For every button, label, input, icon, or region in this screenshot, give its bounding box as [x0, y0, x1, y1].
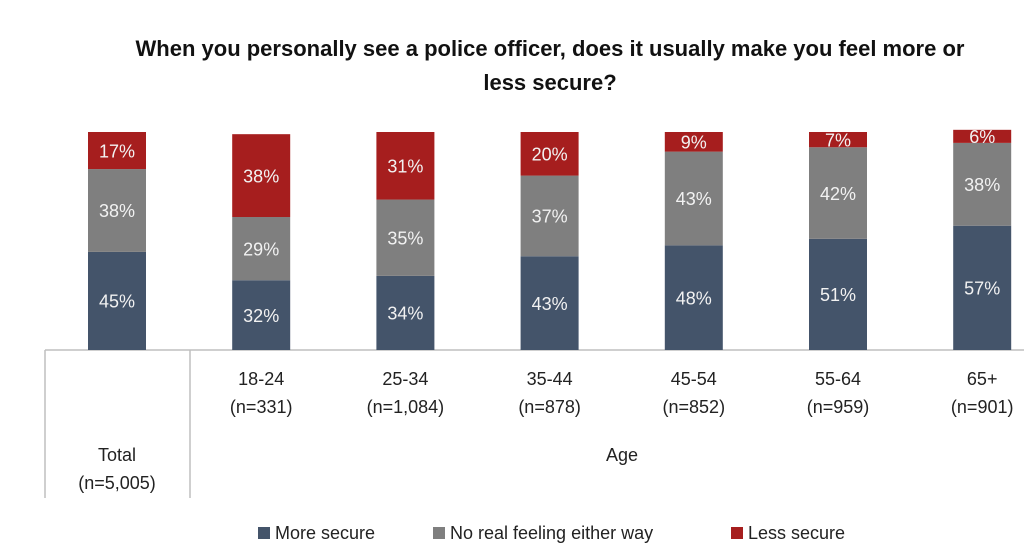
- category-label: 65+: [967, 369, 998, 389]
- data-label: 48%: [676, 288, 712, 308]
- data-label: 7%: [825, 130, 851, 150]
- bar-segment: [88, 251, 146, 350]
- legend-label: More secure: [275, 523, 375, 543]
- bar-segment: [664, 132, 723, 152]
- legend-swatch: [258, 527, 270, 539]
- data-label: 9%: [681, 133, 707, 153]
- data-label: 45%: [99, 292, 135, 312]
- data-label: 43%: [676, 189, 712, 209]
- bar-segment: [232, 280, 291, 350]
- group-label: Age: [606, 445, 638, 465]
- data-label: 38%: [99, 201, 135, 221]
- sample-size-label: (n=852): [663, 397, 726, 417]
- bar-segment: [520, 132, 579, 176]
- bar-segment: [809, 147, 867, 239]
- bar-segment: [809, 132, 867, 148]
- sample-size-label: (n=959): [807, 397, 870, 417]
- legend-label: No real feeling either way: [450, 523, 653, 543]
- sample-size-label: (n=901): [951, 397, 1014, 417]
- bar-segment: [376, 275, 435, 350]
- category-label: 25-34: [382, 369, 428, 389]
- bar-segment: [376, 199, 435, 276]
- chart-title: When you personally see a police officer…: [135, 36, 965, 95]
- bar-segment: [88, 132, 146, 170]
- data-label: 17%: [99, 141, 135, 161]
- bar-segment: [953, 129, 1012, 143]
- data-label: 37%: [532, 207, 568, 227]
- bar-segment: [809, 238, 867, 350]
- bar-segment: [664, 245, 723, 350]
- data-label: 38%: [243, 166, 279, 186]
- data-label: 29%: [243, 239, 279, 259]
- sample-size-label: (n=1,084): [367, 397, 445, 417]
- data-label: 35%: [387, 228, 423, 248]
- legend-label: Less secure: [748, 523, 845, 543]
- sample-size-label: (n=5,005): [78, 473, 156, 493]
- data-label: 32%: [243, 306, 279, 326]
- data-label: 31%: [387, 157, 423, 177]
- category-label: 45-54: [671, 369, 717, 389]
- data-label: 38%: [964, 175, 1000, 195]
- category-label: 18-24: [238, 369, 284, 389]
- data-label: 51%: [820, 285, 856, 305]
- data-label: 34%: [387, 304, 423, 324]
- data-label: 20%: [532, 145, 568, 165]
- category-label: Total: [98, 445, 136, 465]
- legend-swatch: [433, 527, 445, 539]
- sample-size-label: (n=878): [518, 397, 581, 417]
- bar-segment: [953, 142, 1012, 226]
- bar-segment: [88, 169, 146, 252]
- bar-segment: [520, 256, 579, 350]
- bar-segment: [376, 132, 435, 200]
- data-label: 43%: [532, 294, 568, 314]
- category-label: 55-64: [815, 369, 861, 389]
- bar-segment: [953, 225, 1012, 350]
- bar-segment: [232, 217, 291, 281]
- bar-segment: [232, 134, 291, 218]
- data-label: 6%: [969, 127, 995, 147]
- category-label: 35-44: [527, 369, 573, 389]
- data-label: 57%: [964, 279, 1000, 299]
- data-label: 42%: [820, 184, 856, 204]
- sample-size-label: (n=331): [230, 397, 293, 417]
- bar-segment: [664, 151, 723, 246]
- bar-segment: [520, 175, 579, 257]
- legend-swatch: [731, 527, 743, 539]
